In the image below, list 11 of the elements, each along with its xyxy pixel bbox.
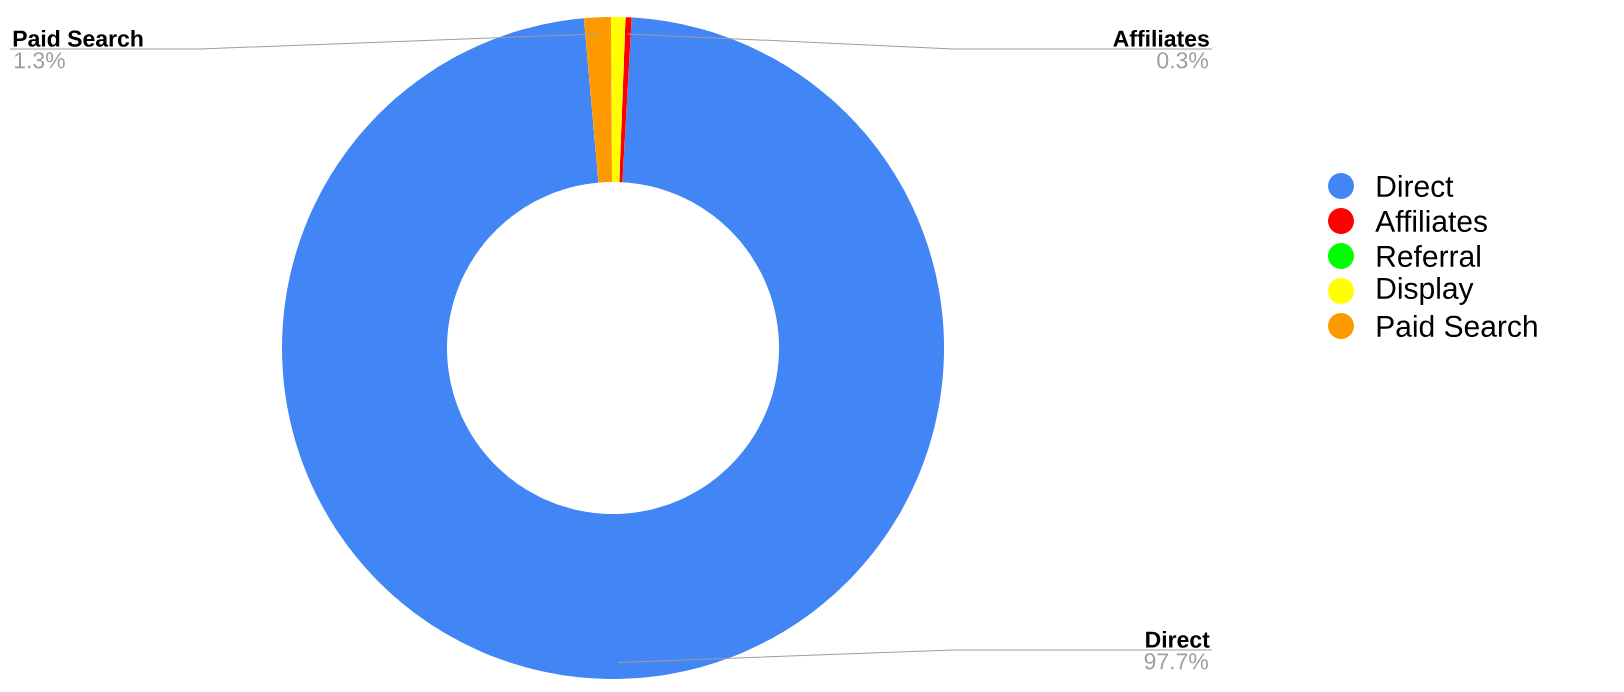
data-label: 1.3% (14, 52, 65, 69)
legend-label: Referral (1377, 244, 1480, 268)
legend-label: Affiliates (1375, 209, 1487, 233)
data-label: 97.7% (1144, 653, 1208, 670)
slice-label: Direct (1146, 630, 1210, 648)
legend-label: Paid Search (1377, 314, 1537, 338)
slice-label: Paid Search (13, 29, 143, 47)
slice-label: Affiliates (1113, 29, 1209, 47)
legend-label: Display (1377, 277, 1474, 305)
legend-label: Direct (1377, 174, 1454, 198)
data-label: 0.3% (1157, 52, 1208, 69)
